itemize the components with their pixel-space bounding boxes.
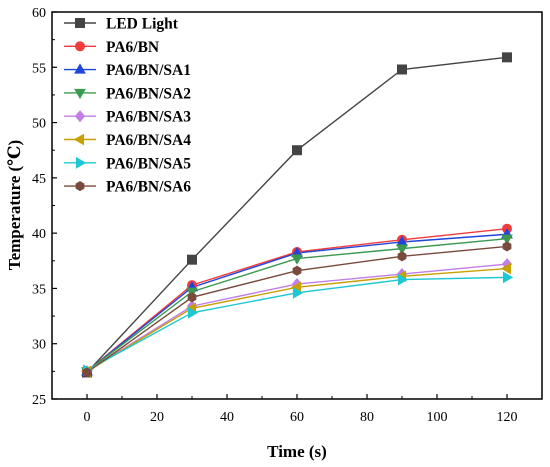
data-point-led-light: [291, 145, 302, 156]
series-line-led-light: [86, 56, 508, 373]
series-markers: [80, 52, 514, 378]
y-tick-label: 45: [32, 172, 46, 187]
legend-label-pa6-bn: PA6/BN: [106, 39, 159, 56]
legend-marker-pa6-bn: [75, 41, 86, 52]
x-tick-label: 100: [427, 410, 448, 425]
data-point-pa6-bn-sa6: [292, 265, 302, 276]
y-tick-label: 40: [32, 227, 46, 242]
data-point-pa6-bn-sa2: [291, 254, 303, 265]
legend-marker-pa6-bn-sa1: [74, 63, 86, 74]
x-tick-label: 40: [220, 410, 234, 425]
legend-label-pa6-bn-sa6: PA6/BN/SA6: [106, 179, 191, 196]
data-point-pa6-bn-sa2: [501, 234, 513, 245]
data-point-led-light: [396, 64, 407, 75]
legend-marker-pa6-bn-sa4: [73, 133, 85, 146]
data-point-pa6-bn-sa5: [292, 286, 304, 299]
data-point-pa6-bn-sa2: [396, 244, 408, 255]
y-tick-label: 35: [32, 282, 46, 297]
data-point-pa6-bn-sa6: [502, 241, 512, 252]
legend-marker-pa6-bn-sa2: [74, 88, 86, 100]
legend-marker-pa6-bn-sa6: [75, 181, 85, 192]
y-tick-label: 55: [32, 61, 46, 76]
data-point-pa6-bn-sa4: [500, 262, 512, 275]
y-tick-label: 60: [32, 6, 46, 21]
y-tick-label: 30: [32, 338, 46, 353]
legend-marker-pa6-bn-sa3: [74, 110, 86, 123]
series-line-pa6-bn-sa6: [86, 245, 508, 374]
x-tick-label: 120: [497, 410, 518, 425]
data-point-led-light: [501, 52, 512, 63]
legend-label-led-light: LED Light: [106, 16, 179, 33]
x-tick-label: 20: [150, 410, 164, 425]
legend-marker-pa6-bn-sa5: [75, 156, 87, 169]
y-axis-label: Temperature (℃): [5, 140, 24, 270]
legend: LED Light PA6/BN PA6/BN/SA1 PA6/BN/SA2 PA6/B…: [64, 16, 191, 196]
data-point-pa6-bn-sa6: [187, 292, 197, 303]
data-point-pa6-bn-sa6: [82, 367, 92, 378]
x-tick-label: 80: [360, 410, 374, 425]
data-point-pa6-bn-sa5: [397, 273, 409, 286]
data-point-pa6-bn-sa5: [187, 306, 199, 319]
y-tick-label: 50: [32, 117, 46, 132]
series-lines: [86, 56, 508, 374]
legend-label-pa6-bn-sa5: PA6/BN/SA5: [106, 155, 191, 172]
axes: 0 20 40 60 80 100 120 25 30 35 40 45 50 55 60: [32, 6, 518, 425]
x-tick-label: 60: [290, 410, 304, 425]
x-tick-label: 0: [84, 410, 91, 425]
legend-label-pa6-bn-sa2: PA6/BN/SA2: [106, 85, 191, 102]
data-point-led-light: [186, 254, 197, 265]
y-tick-label: 25: [32, 393, 46, 408]
legend-label-pa6-bn-sa1: PA6/BN/SA1: [106, 62, 191, 79]
legend-label-pa6-bn-sa3: PA6/BN/SA3: [106, 109, 191, 126]
data-point-pa6-bn-sa6: [397, 251, 407, 262]
legend-label-pa6-bn-sa4: PA6/BN/SA4: [106, 132, 191, 149]
legend-marker-led-light: [75, 17, 86, 28]
x-axis-label: Time (s): [267, 442, 327, 461]
data-point-pa6-bn-sa5: [502, 271, 514, 284]
